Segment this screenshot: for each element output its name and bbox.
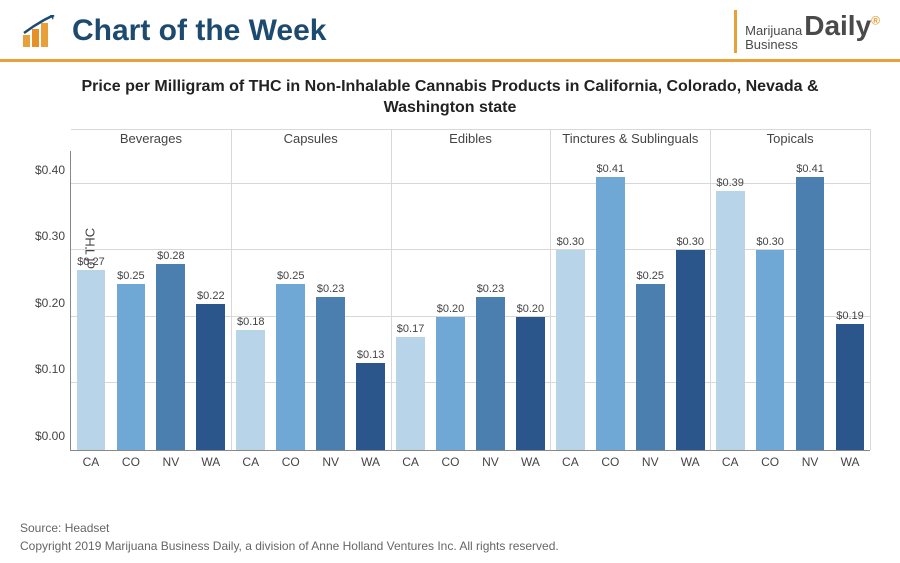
group-separator [870,129,871,450]
group-separator [391,129,392,450]
bar-WA: $0.13 [356,363,385,449]
chart-title: Price per Milligram of THC in Non-Inhala… [60,76,840,119]
bar-CA: $0.18 [236,330,265,450]
gridline [71,316,870,317]
x-tick-label: CO [282,455,300,469]
x-tick-label: CA [722,455,739,469]
x-tick-label: CA [402,455,419,469]
bar-WA: $0.30 [676,250,705,449]
bar-value-label: $0.23 [477,283,505,295]
mbd-daily: Daily® [804,10,880,42]
bar-value-label: $0.27 [77,256,105,268]
mbd-big-text: Daily [804,10,871,41]
bar-CA: $0.30 [556,250,585,449]
bar-chart-icon [20,15,62,47]
mbd-line1: Marijuana [745,24,802,38]
bar-NV: $0.41 [796,177,825,449]
bar-WA: $0.19 [836,324,865,450]
bar-value-label: $0.13 [357,349,385,361]
x-tick-label: CO [761,455,779,469]
bar-CO: $0.25 [117,284,146,450]
bar-NV: $0.23 [316,297,345,450]
bar-value-label: $0.20 [437,303,465,315]
bar-WA: $0.22 [196,304,225,450]
bar-CA: $0.27 [77,270,106,449]
bar-WA: $0.20 [516,317,545,450]
bar-CA: $0.17 [396,337,425,450]
bar-value-label: $0.41 [796,163,824,175]
bar-value-label: $0.18 [237,316,265,328]
y-tick-label: $0.40 [35,163,65,177]
bar-value-label: $0.30 [557,236,585,248]
mbd-logo: Marijuana Business Daily® [734,10,880,53]
bar-value-label: $0.25 [117,270,145,282]
bar-value-label: $0.19 [836,310,864,322]
group-label: Capsules [284,131,338,146]
group-separator [710,129,711,450]
bar-value-label: $0.30 [756,236,784,248]
gridline [71,382,870,383]
group-header-line [71,129,870,130]
x-tick-label: CA [83,455,100,469]
bar-value-label: $0.22 [197,290,225,302]
x-tick-label: NV [482,455,499,469]
x-tick-label: CO [601,455,619,469]
bar-NV: $0.28 [156,264,185,450]
bar-value-label: $0.39 [716,177,744,189]
y-tick-label: $0.20 [35,296,65,310]
x-tick-label: NV [322,455,339,469]
group-separator [231,129,232,450]
bar-value-label: $0.28 [157,250,185,262]
gridline [71,183,870,184]
x-tick-label: CA [242,455,259,469]
group-separator [550,129,551,450]
bar-NV: $0.25 [636,284,665,450]
bar-value-label: $0.23 [317,283,345,295]
x-tick-label: WA [201,455,220,469]
bar-NV: $0.23 [476,297,505,450]
bar-CO: $0.20 [436,317,465,450]
x-tick-label: WA [841,455,860,469]
footer: Source: Headset Copyright 2019 Marijuana… [20,519,559,555]
bar-value-label: $0.25 [277,270,305,282]
x-tick-label: WA [681,455,700,469]
x-tick-label: CA [562,455,579,469]
x-tick-label: CO [122,455,140,469]
x-tick-label: WA [521,455,540,469]
bar-value-label: $0.20 [517,303,545,315]
registered-icon: ® [871,14,880,28]
bar-value-label: $0.17 [397,323,425,335]
header: Chart of the Week Marijuana Business Dai… [0,0,900,62]
copyright-label: Copyright 2019 Marijuana Business Daily,… [20,537,559,555]
group-label: Tinctures & Sublinguals [562,131,698,146]
gridline [71,249,870,250]
mbd-small-text: Marijuana Business [745,24,802,53]
group-label: Beverages [120,131,182,146]
x-tick-label: NV [642,455,659,469]
chart-of-the-week-logo: Chart of the Week [20,14,327,48]
bar-CO: $0.30 [756,250,785,449]
mbd-line2: Business [745,38,802,52]
bar-value-label: $0.30 [676,236,704,248]
y-tick-label: $0.00 [35,429,65,443]
x-tick-label: CO [442,455,460,469]
group-label: Topicals [767,131,814,146]
bar-value-label: $0.25 [637,270,665,282]
source-label: Source: Headset [20,519,559,537]
bar-CO: $0.41 [596,177,625,449]
y-tick-label: $0.10 [35,362,65,376]
bar-CO: $0.25 [276,284,305,450]
y-tick-label: $0.30 [35,229,65,243]
plot-region: $0.00$0.10$0.20$0.30$0.40Beverages$0.27C… [70,151,870,451]
x-tick-label: WA [361,455,380,469]
x-tick-label: NV [163,455,180,469]
chart-area: Price per Milligram of THC $0.00$0.10$0.… [70,129,870,479]
bar-value-label: $0.41 [597,163,625,175]
group-label: Edibles [449,131,492,146]
cotw-title: Chart of the Week [72,14,327,48]
x-tick-label: NV [802,455,819,469]
bar-CA: $0.39 [716,191,745,450]
